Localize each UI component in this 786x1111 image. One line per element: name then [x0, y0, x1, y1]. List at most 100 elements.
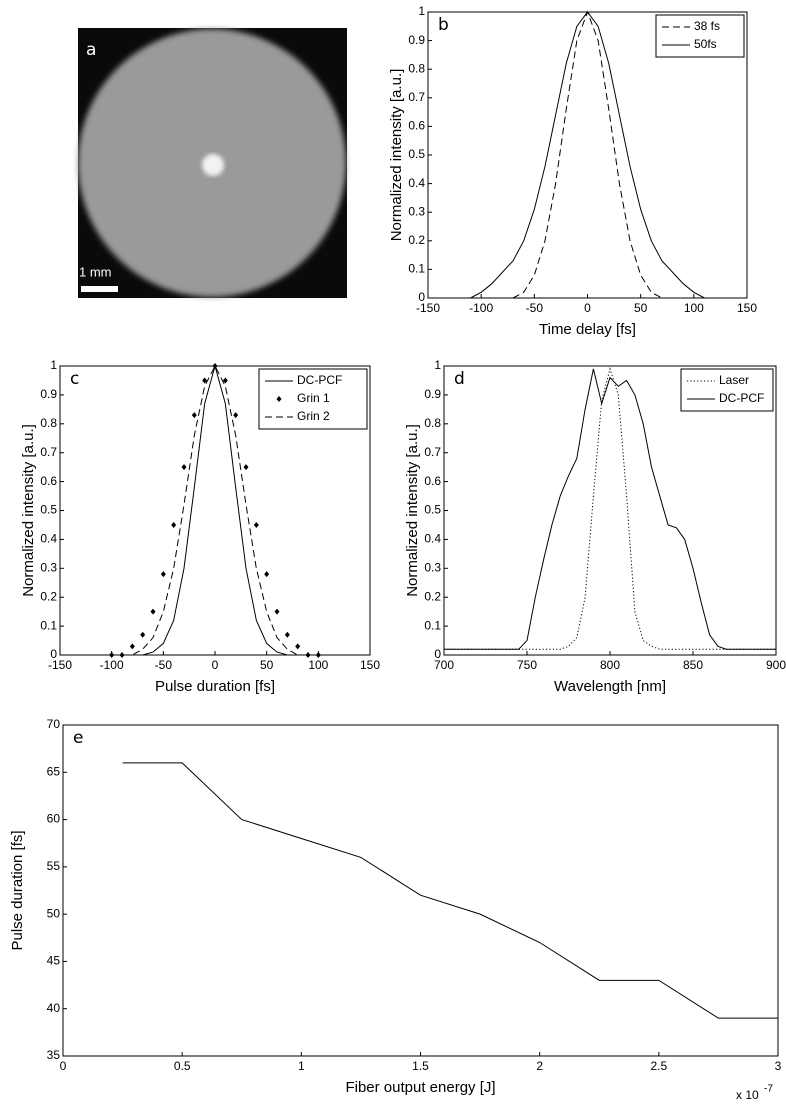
chart: 35 40 45 50 55 60 65 70 0 0.5 1 1.5 2 2.5 3 Fiber outpu… [9, 717, 782, 1102]
legend-marker [276, 396, 282, 402]
y-tick-label: 0.3 [408, 204, 425, 218]
marker [212, 363, 218, 369]
y-tick-label: 1 [50, 358, 57, 372]
chart: 0 0.1 0.2 0.3 0.4 0.5 0.6 0.7 0.8 0.9 1 -150 -100 -50… [20, 358, 380, 695]
y-tick-label: 0.2 [424, 589, 441, 603]
y-tick-label: 0.6 [408, 119, 425, 133]
x-tick-label: -100 [100, 658, 124, 672]
x-axis-label: Time delay [fs] [539, 321, 636, 338]
x-tick-label: 50 [260, 658, 274, 672]
y-tick-label: 50 [47, 906, 61, 920]
x-axis-label: Wavelength [nm] [554, 678, 666, 695]
y-tick-label: 0.7 [424, 445, 441, 459]
marker [315, 652, 321, 658]
panel-label: a [86, 40, 96, 60]
y-axis-label: Normalized intensity [a.u.] [20, 424, 37, 597]
y-tick-label: 0.4 [40, 532, 57, 546]
marker [202, 377, 208, 384]
marker [160, 571, 166, 578]
series-line [122, 762, 778, 1019]
x-multiplier: x 10 [736, 1088, 759, 1102]
legend-box [680, 368, 774, 412]
scale-bar [81, 286, 118, 292]
marker [181, 464, 187, 471]
x-tick-label: 0.5 [174, 1059, 191, 1073]
y-tick-label: 0.5 [408, 147, 425, 161]
y-tick-label: 0.8 [424, 416, 441, 430]
x-tick-label: 2.5 [650, 1059, 667, 1073]
x-tick-label: 50 [634, 301, 648, 315]
x-tick-label: 800 [600, 658, 620, 672]
x-tick-label: 2 [536, 1059, 543, 1073]
marker [140, 631, 146, 638]
y-tick-label: 0.5 [40, 503, 57, 517]
y-tick-label: 0.4 [408, 176, 425, 190]
x-tick-label: 0 [212, 658, 219, 672]
y-tick-label: 0.1 [408, 262, 425, 276]
y-tick-label: 0.9 [424, 387, 441, 401]
y-tick-label: 0.2 [40, 589, 57, 603]
y-axis-label: Normalized intensity [a.u.] [404, 424, 421, 597]
y-tick-label: 1 [434, 358, 441, 372]
legend-label: DC-PCF [297, 373, 342, 387]
y-tick-label: 0 [418, 290, 425, 304]
marker [191, 412, 197, 419]
legend-label: Grin 2 [297, 409, 330, 423]
x-tick-label: 0 [60, 1059, 67, 1073]
y-tick-label: 0 [50, 647, 57, 661]
y-tick-label: 40 [47, 1001, 61, 1015]
y-tick-label: 0.6 [424, 474, 441, 488]
x-tick-label: -100 [469, 301, 493, 315]
y-tick-label: 0.6 [40, 474, 57, 488]
image-panel: a 1 mm [78, 28, 347, 298]
panel-label: b [438, 15, 449, 35]
x-tick-label: 700 [434, 658, 454, 672]
marker [129, 643, 135, 650]
y-tick-label: 0.5 [424, 503, 441, 517]
marker [171, 521, 177, 528]
marker [119, 652, 125, 658]
y-tick-label: 0.3 [40, 560, 57, 574]
y-tick-label: 0.7 [408, 90, 425, 104]
marker [150, 608, 156, 615]
x-multiplier-exponent: -7 [764, 1084, 773, 1095]
x-tick-label: 150 [360, 658, 380, 672]
chart: 0 0.1 0.2 0.3 0.4 0.5 0.6 0.7 0.8 0.9 1 700 750 800 85… [404, 358, 786, 695]
y-tick-label: 0.1 [40, 618, 57, 632]
plot-area [443, 365, 777, 656]
marker [233, 412, 239, 419]
y-tick-label: 1 [418, 4, 425, 18]
marker [295, 643, 301, 650]
x-tick-label: -50 [155, 658, 173, 672]
x-tick-label: -50 [526, 301, 544, 315]
y-tick-label: 0.3 [424, 560, 441, 574]
y-tick-label: 35 [47, 1048, 61, 1062]
x-tick-label: 0 [584, 301, 591, 315]
y-tick-label: 0.8 [40, 416, 57, 430]
marker [305, 652, 311, 658]
y-tick-label: 45 [47, 954, 61, 968]
x-tick-label: 3 [775, 1059, 782, 1073]
x-tick-label: -150 [48, 658, 72, 672]
series-line [444, 368, 776, 650]
y-axis-label: Normalized intensity [a.u.] [388, 69, 405, 242]
y-tick-label: 0.7 [40, 445, 57, 459]
y-tick-label: 0.9 [40, 387, 57, 401]
legend-label: 50fs [694, 37, 717, 51]
y-tick-label: 70 [47, 717, 61, 731]
x-tick-label: 1 [298, 1059, 305, 1073]
legend-label: DC-PCF [719, 391, 764, 405]
y-tick-label: 0.1 [424, 618, 441, 632]
y-tick-label: 0.9 [408, 33, 425, 47]
marker [274, 608, 280, 615]
scale-label: 1 mm [79, 264, 112, 279]
x-axis-label: Pulse duration [fs] [155, 678, 275, 695]
panel-label: e [73, 728, 83, 748]
x-tick-label: 900 [766, 658, 786, 672]
panel-label: c [70, 369, 79, 389]
y-tick-label: 0.8 [408, 61, 425, 75]
x-tick-label: 150 [737, 301, 757, 315]
legend-label: Laser [719, 373, 749, 387]
